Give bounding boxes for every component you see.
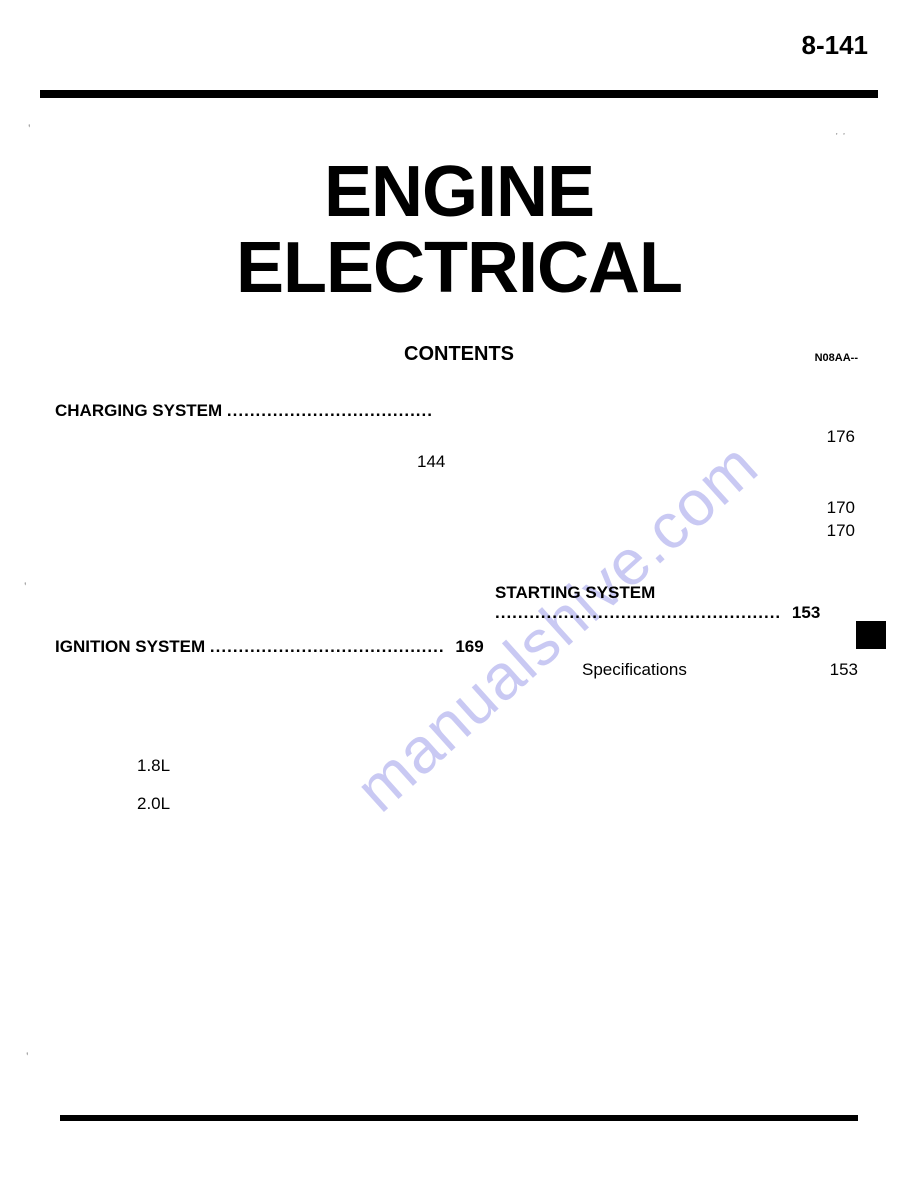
document-code: N08AA-- [815,352,858,364]
scan-artifact: ‛ [26,1050,29,1064]
entry-label: CHARGING SYSTEM [55,401,222,420]
entry-page: 153 [792,603,820,622]
entry-engine-18l: 1.8L [137,756,170,776]
entry-page: 169 [455,637,483,656]
entry-page-144: 144 [417,452,445,472]
entry-page-170b: 170 [827,521,855,541]
scan-artifact: ‛ [28,122,31,136]
scan-artifact: ‛ [24,580,27,594]
title-line-2: ELECTRICAL [0,231,918,307]
entry-page-170a: 170 [827,498,855,518]
entry-starting-system: STARTING SYSTEM ........................… [495,583,918,623]
entry-specifications-label: Specifications [582,660,687,680]
entry-page-176: 176 [827,427,855,447]
entry-dots: ........................................… [495,603,781,622]
entry-label: STARTING SYSTEM [495,583,655,602]
entry-dots: ........................................… [210,637,445,656]
top-rule [40,90,878,98]
watermark: manualshive.com [341,428,772,826]
page-number: 8-141 [802,30,869,61]
entry-engine-20l: 2.0L [137,794,170,814]
page-title: ENGINE ELECTRICAL [0,155,918,306]
bottom-rule [60,1115,858,1121]
entry-dots: .................................... [227,401,433,420]
scan-artifact: · · [835,126,846,140]
entry-ignition-system: IGNITION SYSTEM ........................… [55,637,484,657]
entry-label: IGNITION SYSTEM [55,637,205,656]
index-marker [856,621,886,649]
contents-heading: CONTENTS [0,343,918,366]
entry-specifications-page: 153 [830,660,858,680]
title-line-1: ENGINE [0,155,918,231]
entry-charging-system: CHARGING SYSTEM ........................… [55,401,433,421]
